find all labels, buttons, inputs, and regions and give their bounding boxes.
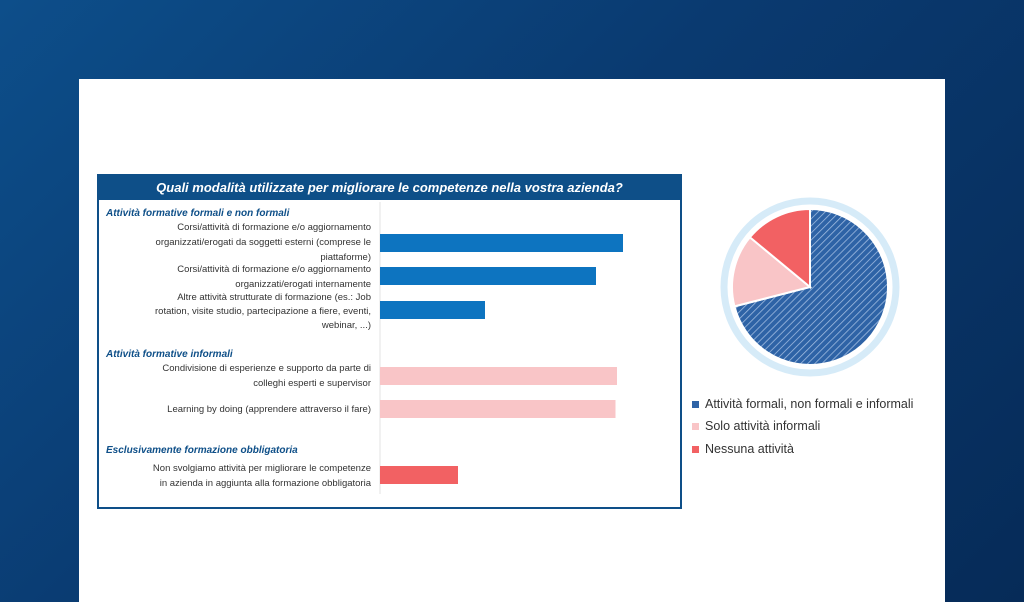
- bar-category-label: Corsi/attività di formazione e/o aggiorn…: [156, 222, 371, 263]
- legend-marker: [692, 445, 699, 453]
- legend-item: Nessuna attività: [692, 442, 794, 456]
- bar-category-label: Altre attività strutturate di formazione…: [155, 292, 371, 331]
- legend-label: Solo attività informali: [705, 419, 821, 433]
- group-label: Attività formative informali: [105, 349, 233, 360]
- pie-outer-ring: [720, 197, 900, 377]
- legend-label: Attività formali, non formali e informal…: [705, 397, 914, 411]
- bar-category-label: Condivisione di esperienze e supporto da…: [162, 363, 371, 389]
- pie-chart-svg: [720, 197, 900, 377]
- group-label: Attività formative formali e non formali: [105, 208, 290, 219]
- bar-category-label: Non svolgiamo attività per migliorare le…: [153, 463, 372, 489]
- bar: [380, 466, 458, 484]
- bar: [380, 367, 617, 385]
- bar-category-label: Learning by doing (apprendere attraverso…: [167, 404, 371, 415]
- legend-item: Attività formali, non formali e informal…: [692, 397, 913, 411]
- bar-chart-svg: Attività formative formali e non formali…: [105, 202, 623, 494]
- legend-marker: [692, 400, 699, 408]
- legend-item: Solo attività informali: [692, 419, 820, 433]
- bar: [380, 301, 485, 319]
- pie-slice: [748, 207, 811, 290]
- group-label: Esclusivamente formazione obbligatoria: [106, 445, 298, 456]
- bar: [380, 400, 616, 418]
- legend-marker: [692, 422, 699, 430]
- bar: [380, 234, 623, 252]
- bar-category-label: Corsi/attività di formazione e/o aggiorn…: [177, 264, 371, 290]
- legend-label: Nessuna attività: [705, 442, 794, 456]
- chart-title: Quali modalità utilizzate per migliorare…: [99, 176, 680, 200]
- pie-slice: [731, 235, 813, 308]
- bar-chart-panel: Attività formative formali e non formali…: [97, 174, 682, 509]
- bar: [380, 267, 596, 285]
